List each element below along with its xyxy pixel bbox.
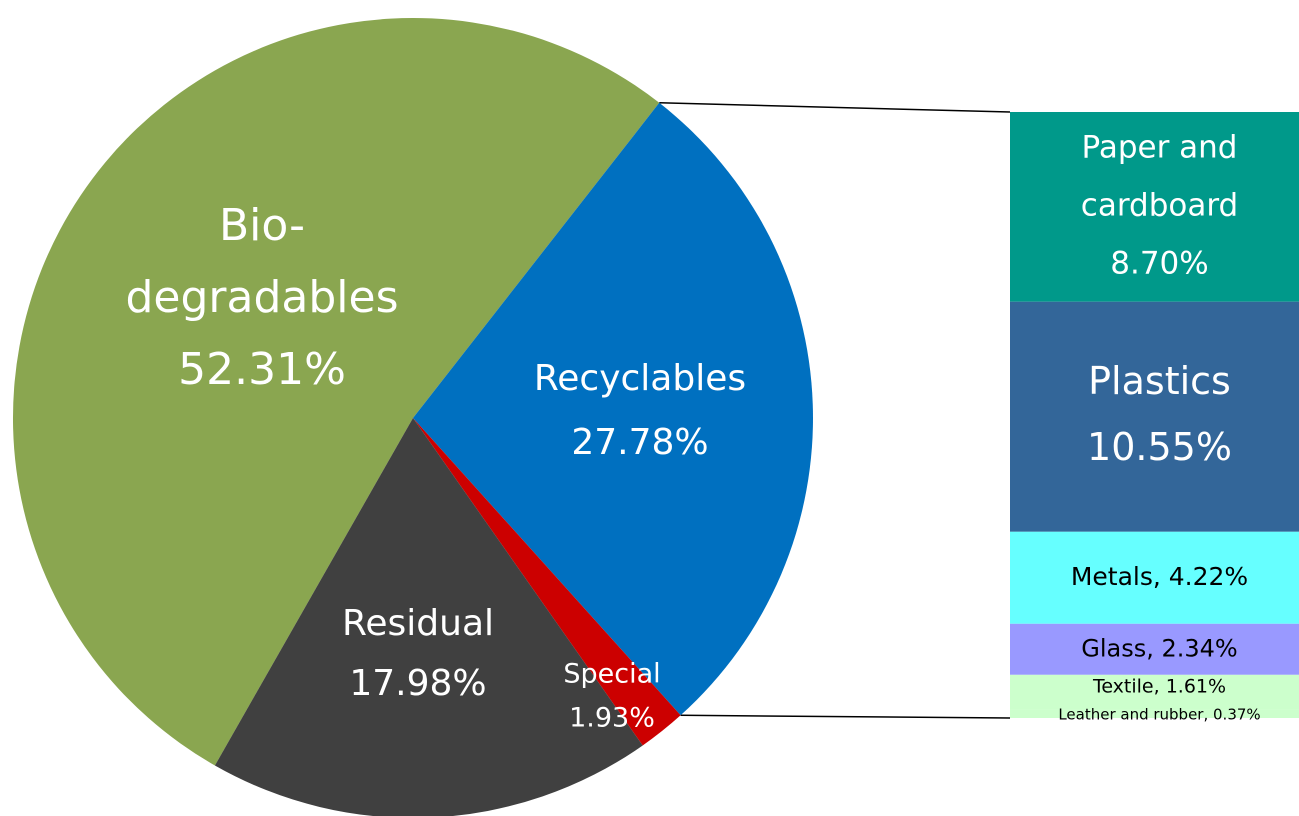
pie-label-bio-degradables-name: Bio-: [219, 200, 305, 251]
pie-slice-residual: [214, 418, 643, 816]
bar-label-paper-and-cardboard-value: 8.70%: [1110, 245, 1208, 281]
bar-label-plastics: Plastics: [1088, 359, 1231, 403]
pie-slice-special: [413, 418, 681, 746]
connector-line-top: [659, 102, 1011, 113]
pie-label-special-value: 1.93%: [569, 703, 655, 734]
connector-line-bottom: [680, 714, 1011, 719]
bar-label-paper-and-cardboard: Paper and: [1082, 129, 1238, 165]
bar-segment-metals: [1010, 531, 1299, 624]
pie-label-bio-degradables-value: 52.31%: [178, 344, 346, 395]
bar-segment-paper-and-cardboard: [1010, 112, 1299, 302]
pie-slice-bio-degradables: [12, 17, 660, 766]
pie-label-recyclables-value: 27.78%: [571, 422, 708, 463]
labels: Bio-degradables 52.31% Recyclables 27.78% Sp…: [125, 129, 1260, 733]
bar-segment-plastics: [1010, 301, 1299, 532]
bar-label-glass: Glass, 2.34%: [1081, 634, 1237, 662]
connector-lines: [659, 102, 1011, 719]
bar-label-metals: Metals, 4.22%: [1071, 562, 1248, 591]
pie-label-bio-degradables-name: degradables: [125, 272, 398, 323]
bar-label-plastics-value: 10.55%: [1087, 425, 1232, 469]
bar-label-paper-and-cardboard: cardboard: [1081, 187, 1238, 223]
bar-segment-textile: [1010, 674, 1299, 710]
bar-segment-leather-and-rubber: [1010, 709, 1299, 718]
bar-label-textile: Textile, 1.61%: [1092, 675, 1226, 697]
pie-label-residual-value: 17.98%: [349, 663, 486, 704]
pie-slice-recyclables: [413, 102, 813, 716]
pie: [12, 17, 813, 816]
bar-segment-glass: [1010, 623, 1299, 675]
stacked-bar: [1010, 112, 1299, 718]
pie-label-residual-name: Residual: [342, 603, 494, 644]
pie-label-special-name: Special: [563, 659, 660, 690]
bar-label-leather-and-rubber: Leather and rubber, 0.37%: [1058, 705, 1260, 723]
pie-label-recyclables-name: Recyclables: [534, 358, 746, 399]
